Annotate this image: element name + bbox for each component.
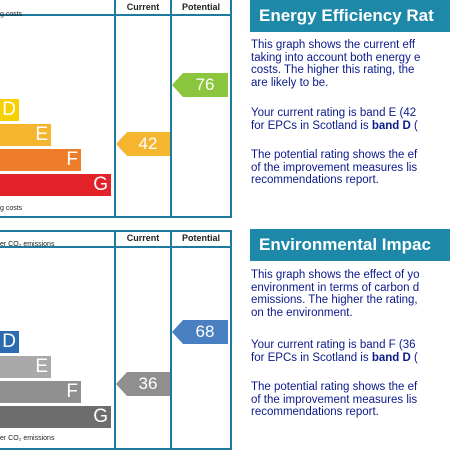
- environmental-para-2-suffix: (: [410, 351, 418, 364]
- energy-efficiency-title: Energy Efficiency Rat: [250, 0, 450, 32]
- arrow-shape: [116, 132, 170, 156]
- environmental-potential-indicator: 68: [172, 320, 228, 344]
- energy-band-d: D: [0, 99, 19, 121]
- environmental-bottom-note: er CO₂ emissions: [0, 435, 55, 442]
- environmental-impact-title: Environmental Impac: [250, 229, 450, 261]
- environmental-para-3: The potential rating shows the ef of the…: [251, 381, 418, 418]
- energy-chart-frame: [0, 0, 232, 218]
- energy-potential-header: Potential: [181, 2, 220, 12]
- band-letter: F: [66, 381, 78, 402]
- energy-current-value: 42: [138, 134, 158, 153]
- environmental-band-d: D: [0, 331, 19, 353]
- energy-para-2-suffix: (: [410, 119, 418, 132]
- environmental-para-2-line1: Your current rating is band F (36: [251, 339, 416, 351]
- energy-para-2-prefix: for EPCs in Scotland is: [251, 119, 372, 132]
- energy-para-2-line1: Your current rating is band E (42: [251, 107, 417, 119]
- environmental-para-2: Your current rating is band F (36 for EP…: [251, 339, 450, 364]
- environmental-potential-value: 68: [195, 322, 215, 341]
- band-letter: F: [66, 149, 78, 170]
- energy-band-g: G: [0, 174, 111, 196]
- energy-current-header: Current: [126, 2, 160, 12]
- energy-para-2-band: band D: [371, 119, 411, 132]
- environmental-chart-frame: [0, 230, 232, 450]
- energy-top-note: g costs: [0, 11, 23, 18]
- environmental-band-e: E: [0, 356, 51, 378]
- energy-para-3: The potential rating shows the ef of the…: [251, 149, 418, 186]
- energy-current-indicator: 42: [116, 132, 170, 156]
- band-letter: G: [93, 406, 108, 427]
- energy-band-f: F: [0, 149, 81, 171]
- environmental-para-2-prefix: for EPCs in Scotland is: [251, 351, 372, 364]
- environmental-current-indicator: 36: [116, 372, 170, 396]
- energy-potential-indicator: 76: [172, 73, 228, 97]
- band-letter: E: [35, 124, 48, 145]
- energy-para-2: Your current rating is band E (42 for EP…: [251, 107, 450, 132]
- environmental-potential-header: Potential: [181, 233, 220, 243]
- environmental-top-note: er CO₂ emissions: [0, 241, 55, 248]
- environmental-current-value: 36: [138, 374, 158, 393]
- band-letter: G: [93, 174, 108, 195]
- environmental-band-f: F: [0, 381, 81, 403]
- energy-band-e: E: [0, 124, 51, 146]
- environmental-para-2-band: band D: [371, 351, 411, 364]
- band-letter: E: [35, 356, 48, 377]
- arrow-shape: [172, 73, 228, 97]
- arrow-shape: [116, 372, 170, 396]
- band-letter: D: [2, 99, 16, 120]
- energy-bottom-note: g costs: [0, 205, 23, 212]
- environmental-band-g: G: [0, 406, 111, 428]
- energy-para-1: This graph shows the current eff taking …: [251, 39, 421, 89]
- band-letter: D: [2, 331, 16, 352]
- environmental-current-header: Current: [126, 233, 160, 243]
- arrow-shape: [172, 320, 228, 344]
- energy-potential-value: 76: [195, 75, 215, 94]
- environmental-para-1: This graph shows the effect of yo enviro…: [251, 269, 420, 319]
